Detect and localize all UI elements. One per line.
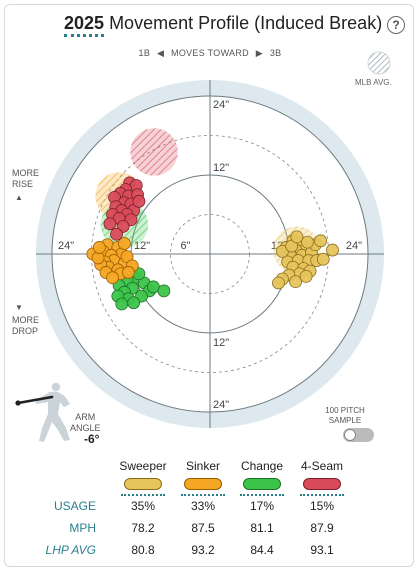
help-icon[interactable]: ? — [387, 16, 405, 34]
legend-chip-change[interactable] — [243, 478, 281, 490]
toggle-knob — [344, 429, 356, 441]
mph-row-label: MPH — [69, 521, 96, 535]
mlb-avg-hatch-icon — [367, 51, 391, 75]
legend-chip-4-seam[interactable] — [303, 478, 341, 490]
legend-underline — [240, 494, 284, 496]
lhp-avg-cell: 80.8 — [131, 543, 155, 557]
legend-label-sweeper: Sweeper — [119, 459, 167, 473]
lhp-avg-cell: 93.1 — [310, 543, 334, 557]
legend-label-4-seam: 4-Seam — [300, 459, 344, 473]
mph-cell: 78.2 — [131, 521, 155, 535]
usage-cell: 15% — [309, 499, 335, 513]
more-drop-label: ▼ MORE DROP — [12, 303, 39, 336]
mph-cell: 87.9 — [310, 521, 334, 535]
usage-cell: 33% — [190, 499, 216, 513]
legend-underline — [121, 494, 165, 496]
mph-cell: 81.1 — [250, 521, 274, 535]
legend-chip-sinker[interactable] — [184, 478, 222, 490]
title-year: 2025 — [64, 13, 105, 37]
mlb-avg-label: MLB AVG. — [355, 78, 392, 87]
down-arrow-icon: ▼ — [15, 303, 23, 312]
up-arrow-icon: ▲ — [15, 193, 23, 202]
more-rise-label: MORE RISE ▲ — [12, 168, 39, 202]
mph-cell: 87.5 — [191, 521, 215, 535]
direction-middle-label: MOVES TOWARD — [171, 48, 249, 58]
triangle-right-icon: ▶ — [255, 48, 264, 58]
direction-legend: 1B ◀ MOVES TOWARD ▶ 3B — [0, 48, 420, 59]
legend-label-sinker: Sinker — [185, 459, 220, 473]
legend-chip-sweeper[interactable] — [124, 478, 162, 490]
direction-right-label: 3B — [269, 48, 282, 58]
usage-cell: 17% — [249, 499, 275, 513]
sample-toggle[interactable] — [343, 428, 374, 442]
chart-title: 2025 Movement Profile (Induced Break) — [64, 13, 383, 37]
lhp-avg-cell: 93.2 — [191, 543, 215, 557]
lhp-avg-row-label: LHP AVG — [45, 543, 96, 557]
legend-label-change: Change — [240, 459, 284, 473]
arm-angle-value: -6° — [84, 432, 100, 446]
sample-toggle-label: 100 PITCH SAMPLE — [325, 406, 365, 425]
arm-angle-label: ARM ANGLE — [70, 412, 101, 433]
title-text: Movement Profile (Induced Break) — [109, 13, 383, 33]
triangle-left-icon: ◀ — [156, 48, 165, 58]
legend-underline — [300, 494, 344, 496]
usage-row-label: USAGE — [53, 499, 96, 513]
lhp-avg-cell: 84.4 — [250, 543, 274, 557]
legend-underline — [181, 494, 225, 496]
pitcher-silhouette-icon — [15, 382, 70, 442]
direction-left-label: 1B — [138, 48, 151, 58]
usage-cell: 35% — [130, 499, 156, 513]
